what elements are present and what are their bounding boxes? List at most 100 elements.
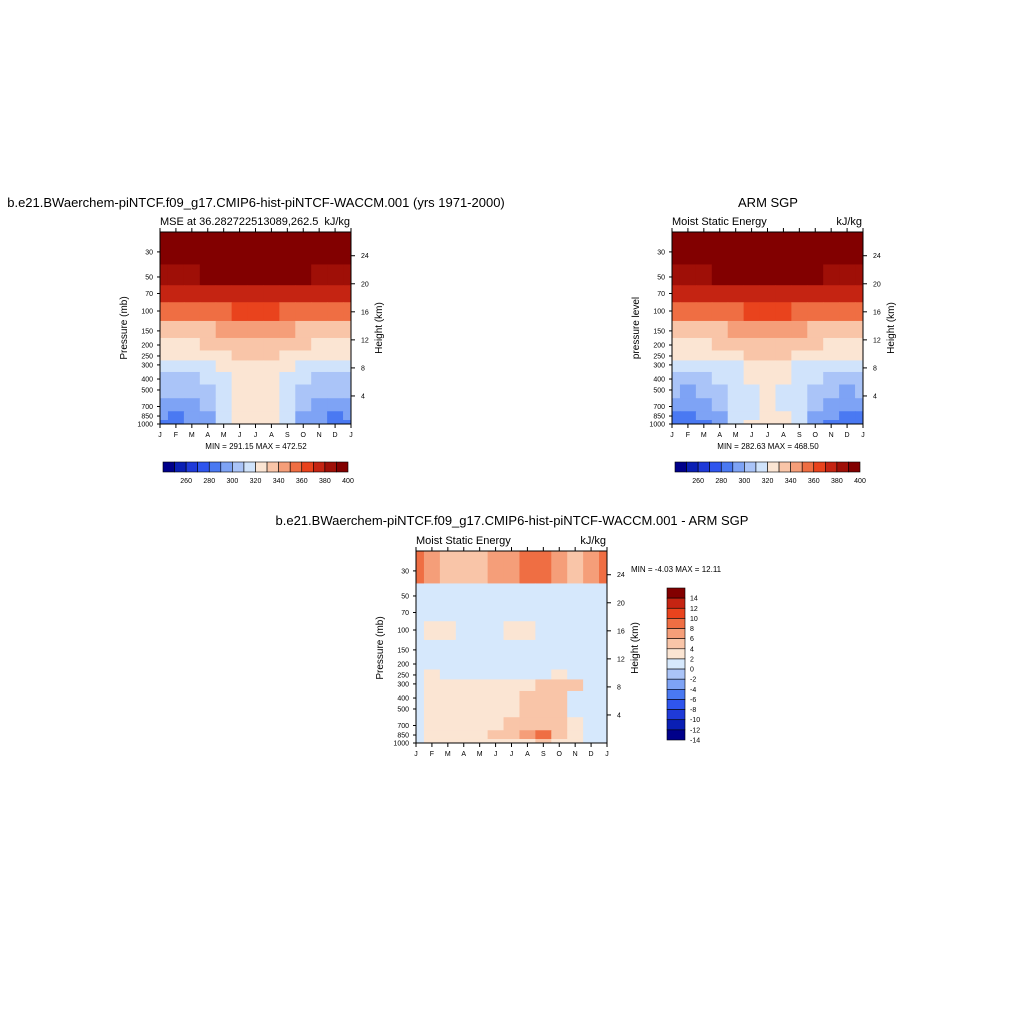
diff-cell xyxy=(487,604,505,622)
model-cell xyxy=(279,411,296,421)
diff-cell xyxy=(471,621,489,641)
diff-colorbar-label: 12 xyxy=(690,606,698,613)
obs-cell xyxy=(695,384,713,399)
obs-cell xyxy=(743,411,761,421)
model-cell xyxy=(279,420,296,425)
model-cell xyxy=(327,350,344,361)
obs-cell xyxy=(695,337,713,351)
obs-cell xyxy=(807,264,824,286)
diff-ytick-label: 500 xyxy=(397,706,409,713)
model-colorbar-swatch xyxy=(324,461,337,473)
obs-cell xyxy=(672,232,681,265)
obs-cell xyxy=(807,360,824,373)
diff-cell xyxy=(599,739,608,744)
model-xtick-label: D xyxy=(333,432,338,439)
diff-cell xyxy=(471,669,489,680)
diff-cell xyxy=(455,703,473,718)
model-cell xyxy=(343,320,352,339)
diff-cell xyxy=(519,717,536,731)
diff-cell xyxy=(583,639,600,658)
obs-cell xyxy=(711,264,729,286)
diff-cell xyxy=(503,669,520,680)
diff-cell xyxy=(423,604,441,622)
model-cell xyxy=(343,371,352,386)
diff-cell xyxy=(599,583,608,605)
diff-cell xyxy=(551,669,568,680)
obs-cell xyxy=(823,302,840,322)
obs-xtick-label: J xyxy=(861,432,865,439)
model-ytick-label: 500 xyxy=(141,387,153,394)
diff-cell xyxy=(551,690,568,705)
obs-cell xyxy=(855,232,864,265)
model-colorbar-swatch xyxy=(162,461,175,473)
model-ytick-label: 1000 xyxy=(137,422,153,429)
obs-cell xyxy=(695,398,713,412)
model-xtick-label: S xyxy=(285,432,290,439)
panel-model-ylabel: Pressure (mb) xyxy=(119,296,130,359)
diff-colorbar-swatch xyxy=(666,668,686,680)
model-cell xyxy=(295,420,312,425)
obs-xtick-label: F xyxy=(686,432,690,439)
diff-colorbar-swatch xyxy=(666,709,686,721)
obs-colorbar-label: 340 xyxy=(785,478,797,485)
model-cell xyxy=(295,302,312,322)
model-cell xyxy=(183,384,201,399)
obs-height-tick-label: 20 xyxy=(873,281,881,288)
model-cell xyxy=(263,337,280,351)
model-colorbar-swatch xyxy=(255,461,268,473)
obs-cell xyxy=(791,350,808,361)
obs-cell xyxy=(759,371,776,386)
model-colorbar-swatch xyxy=(266,461,279,473)
obs-cell xyxy=(775,264,792,286)
diff-ytick-label: 700 xyxy=(397,723,409,730)
obs-cell xyxy=(807,420,824,425)
model-cell xyxy=(327,371,344,386)
model-colorbar-swatch xyxy=(208,461,222,473)
obs-cell xyxy=(743,350,761,361)
diff-cell xyxy=(487,690,505,705)
diff-cell xyxy=(567,717,584,731)
diff-cell xyxy=(423,639,441,658)
model-cell xyxy=(199,360,217,373)
diff-cell xyxy=(535,551,552,584)
panel-diff-ylabel: Pressure (mb) xyxy=(375,616,386,679)
diff-cell xyxy=(503,717,520,731)
obs-cell xyxy=(807,285,824,303)
diff-ytick-label: 850 xyxy=(397,733,409,740)
obs-cell xyxy=(727,302,745,322)
diff-cell xyxy=(487,621,505,641)
panel-diff: b.e21.BWaerchem-piNTCF.f09_g17.CMIP6-his… xyxy=(276,513,749,758)
obs-colorbar-swatch xyxy=(755,461,768,473)
obs-cell xyxy=(791,420,808,425)
panel-diff-ylabel-right: Height (km) xyxy=(630,622,641,674)
obs-cell xyxy=(743,371,761,386)
obs-cell xyxy=(759,337,776,351)
model-cell xyxy=(263,360,280,373)
model-ytick-label: 700 xyxy=(141,404,153,411)
diff-cell xyxy=(455,739,473,744)
model-cell xyxy=(183,285,201,303)
diff-cell xyxy=(599,669,608,680)
diff-cell xyxy=(416,679,425,692)
diff-cell xyxy=(439,669,457,680)
diff-cell xyxy=(535,639,552,658)
model-colorbar-swatch xyxy=(197,461,210,473)
model-cell xyxy=(231,384,249,399)
model-cell xyxy=(231,371,249,386)
obs-cell xyxy=(791,320,808,339)
obs-cell xyxy=(839,411,856,421)
diff-cell xyxy=(599,656,608,670)
obs-cell xyxy=(743,232,761,265)
model-cell xyxy=(263,264,280,286)
obs-cell xyxy=(672,337,681,351)
obs-cell xyxy=(855,320,864,339)
model-cell xyxy=(311,360,328,373)
diff-cell xyxy=(567,604,584,622)
model-cell xyxy=(215,320,233,339)
diff-cell xyxy=(471,583,489,605)
diff-cell xyxy=(416,583,425,605)
obs-cell xyxy=(695,360,713,373)
obs-cell xyxy=(823,398,840,412)
panel-diff-colorbar: 14 12 10 8 6 4 2 0 -2 -4 -6 -8 -10 -12 -14 xyxy=(666,587,700,745)
obs-cell xyxy=(711,285,729,303)
